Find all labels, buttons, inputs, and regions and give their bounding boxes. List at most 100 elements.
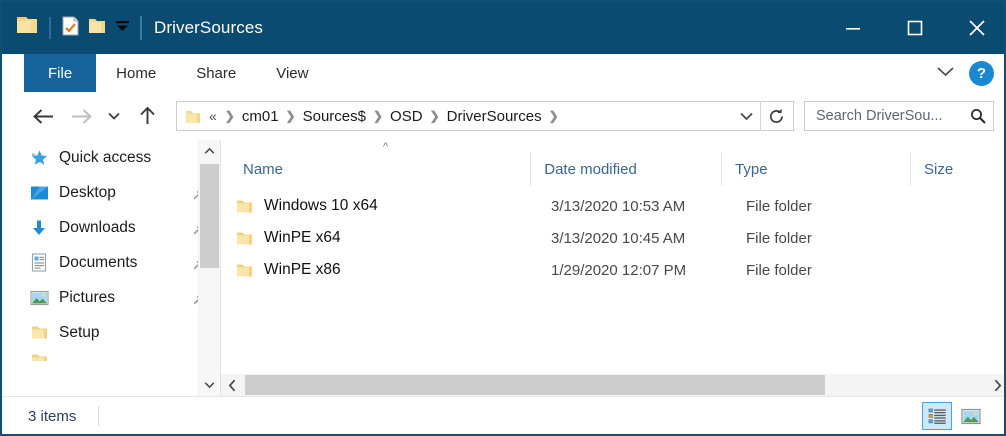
address-dropdown-icon[interactable] — [733, 102, 760, 130]
sidebar-item-label: Desktop — [59, 183, 116, 201]
document-icon — [28, 253, 50, 272]
customize-qat-icon[interactable] — [115, 19, 130, 38]
folder-icon — [236, 231, 253, 246]
forward-button[interactable] — [64, 99, 98, 133]
item-count-label: 3 items — [28, 407, 77, 425]
window-title: DriverSources — [154, 18, 263, 37]
file-date-cell: 3/13/2020 10:53 AM — [551, 197, 686, 215]
breadcrumb-item-driversources[interactable]: DriverSources — [446, 107, 542, 125]
horizontal-scroll-track[interactable] — [243, 374, 986, 396]
file-type-cell: File folder — [746, 229, 812, 247]
table-row[interactable]: Windows 10 x64 3/13/2020 10:53 AM File f… — [221, 190, 1004, 222]
file-name-label: WinPE x64 — [264, 229, 341, 246]
column-header-name[interactable]: Name — [243, 160, 284, 178]
column-header-date-modified[interactable]: Date modified — [530, 152, 721, 186]
sidebar-item-label: Documents — [59, 253, 138, 271]
tab-view[interactable]: View — [276, 64, 309, 82]
horizontal-scroll-thumb[interactable] — [245, 375, 825, 395]
horizontal-scrollbar[interactable] — [221, 374, 1004, 396]
view-buttons — [922, 402, 1004, 430]
search-icon[interactable] — [970, 108, 986, 124]
file-type-cell: File folder — [746, 261, 812, 279]
breadcrumb-overflow[interactable]: « — [209, 108, 217, 124]
refresh-icon[interactable] — [760, 101, 791, 131]
chevron-down-icon[interactable] — [936, 64, 955, 82]
column-header-size[interactable]: Size — [909, 152, 1004, 186]
search-input[interactable] — [814, 107, 970, 125]
recent-locations-button[interactable] — [102, 99, 126, 133]
minimize-button[interactable] — [822, 2, 884, 54]
desktop-icon — [28, 185, 50, 201]
file-name-label: Windows 10 x64 — [264, 197, 378, 214]
title-divider — [140, 16, 142, 40]
sidebar-scrollbar[interactable] — [198, 140, 220, 396]
breadcrumb-item-cm01[interactable]: cm01 — [241, 107, 279, 125]
folder-icon — [28, 353, 50, 361]
back-button[interactable] — [26, 99, 60, 133]
status-bar: 3 items — [2, 396, 1004, 434]
search-box[interactable] — [804, 101, 994, 131]
breadcrumb[interactable]: « ❯ cm01 ❯ Sources$ ❯ OSD ❯ DriverSource… — [176, 101, 794, 131]
column-header-type[interactable]: Type — [721, 152, 910, 186]
file-name-cell[interactable]: Windows 10 x64 — [221, 190, 537, 222]
help-button[interactable]: ? — [969, 60, 994, 86]
scroll-up-icon[interactable] — [199, 140, 220, 162]
folder-icon — [236, 199, 253, 214]
tab-share[interactable]: Share — [196, 64, 237, 82]
scroll-down-icon[interactable] — [199, 374, 220, 396]
scroll-left-icon[interactable] — [221, 374, 243, 396]
breadcrumb-sep: ❯ — [548, 109, 559, 123]
table-row[interactable]: WinPE x86 1/29/2020 12:07 PM File folder — [221, 254, 1004, 286]
tab-home[interactable]: Home — [116, 64, 157, 82]
close-button[interactable] — [946, 2, 1004, 54]
sidebar-item-downloads[interactable]: Downloads — [2, 210, 220, 245]
up-button[interactable] — [130, 99, 164, 133]
sidebar-item-label: Pictures — [59, 288, 115, 306]
file-type-cell: File folder — [746, 197, 812, 215]
qat-divider — [49, 17, 51, 39]
new-folder-icon[interactable] — [88, 17, 106, 40]
maximize-button[interactable] — [884, 2, 946, 54]
window-controls — [822, 2, 1004, 54]
sidebar-item-label: Setup — [59, 323, 100, 341]
file-name-cell[interactable]: WinPE x86 — [221, 254, 537, 286]
column-headers: Name Date modified Type Size — [221, 152, 1004, 186]
file-rows: Windows 10 x64 3/13/2020 10:53 AM File f… — [221, 190, 1004, 286]
details-view-button[interactable] — [922, 402, 952, 430]
sidebar-item-pictures[interactable]: Pictures — [2, 280, 220, 315]
sidebar-item-quick-access[interactable]: Quick access — [2, 140, 220, 175]
status-divider — [98, 406, 100, 426]
ribbon-tab-bar: File Home Share View ? — [2, 54, 1004, 93]
explorer-folder-icon[interactable] — [16, 16, 38, 40]
explorer-body: Quick access Desktop — [2, 140, 1004, 396]
sidebar-item-setup[interactable]: Setup — [2, 315, 220, 350]
breadcrumb-sep: ❯ — [224, 109, 235, 123]
scroll-right-icon[interactable] — [986, 374, 1004, 396]
file-date-cell: 3/13/2020 10:45 AM — [551, 229, 686, 247]
star-icon — [28, 149, 50, 167]
sidebar-item-label: Downloads — [59, 218, 136, 236]
sidebar-item-desktop[interactable]: Desktop — [2, 175, 220, 210]
breadcrumb-item-osd[interactable]: OSD — [390, 107, 423, 125]
table-row[interactable]: WinPE x64 3/13/2020 10:45 AM File folder — [221, 222, 1004, 254]
sidebar-scroll-thumb[interactable] — [200, 164, 219, 268]
breadcrumb-sep: ❯ — [285, 109, 296, 123]
folder-icon — [236, 263, 253, 278]
properties-icon[interactable] — [62, 16, 79, 41]
file-name-label: WinPE x86 — [264, 261, 341, 278]
large-icons-view-button[interactable] — [956, 402, 986, 430]
tab-file[interactable]: File — [24, 54, 97, 92]
sidebar-item-label: Quick access — [59, 148, 152, 166]
breadcrumb-item-sources[interactable]: Sources$ — [302, 107, 366, 125]
title-bar: DriverSources — [2, 2, 1004, 54]
sidebar-item-documents[interactable]: Documents — [2, 245, 220, 280]
breadcrumb-folder-icon — [185, 109, 201, 124]
download-icon — [28, 219, 50, 237]
navigation-pane: Quick access Desktop — [2, 140, 220, 396]
breadcrumb-sep: ❯ — [429, 109, 440, 123]
sidebar-item-partial[interactable] — [2, 350, 220, 364]
sort-ascending-icon: ^ — [383, 141, 389, 153]
file-name-cell[interactable]: WinPE x64 — [221, 222, 537, 254]
folder-icon — [28, 325, 50, 340]
